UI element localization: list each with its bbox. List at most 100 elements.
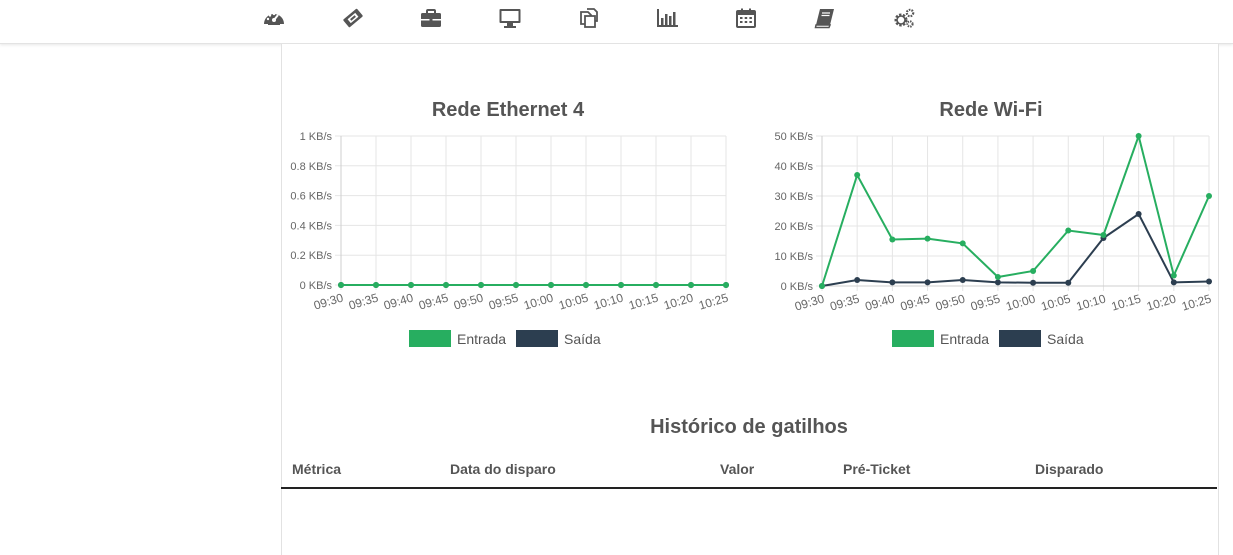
data-point-saida[interactable]: [924, 279, 931, 286]
y-tick-label: 0.2 KB/s: [290, 250, 332, 262]
x-tick-label: 10:25: [697, 290, 730, 312]
legend-wifi: Entrada Saída: [892, 330, 1094, 347]
x-tick-label: 10:10: [592, 290, 625, 312]
x-tick-label: 10:05: [557, 290, 590, 312]
y-tick-label: 0.4 KB/s: [290, 220, 332, 232]
dashboard-icon[interactable]: [262, 7, 286, 29]
monitor-icon[interactable]: [498, 7, 522, 29]
series-line-saida: [821, 212, 1210, 287]
x-tick-label: 09:45: [899, 291, 932, 313]
x-tick-label: 09:55: [969, 291, 1002, 313]
legend-label: Saída: [1047, 330, 1084, 347]
data-point-entrada[interactable]: [889, 236, 896, 243]
data-point-saida[interactable]: [1206, 278, 1212, 285]
data-point-entrada[interactable]: [618, 282, 624, 288]
legend-swatch-entrada: [892, 330, 934, 347]
y-tick-label: 0.6 KB/s: [290, 191, 332, 203]
data-point-saida[interactable]: [1135, 211, 1142, 217]
ticket-icon[interactable]: [341, 7, 365, 29]
legend-label: Entrada: [457, 330, 507, 347]
data-point-entrada[interactable]: [959, 240, 966, 247]
x-tick-label: 10:05: [1039, 291, 1072, 313]
data-point-saida[interactable]: [1030, 279, 1037, 286]
data-point-entrada[interactable]: [854, 172, 861, 178]
x-tick-label: 09:50: [452, 290, 485, 312]
calendar-icon[interactable]: [734, 7, 758, 29]
data-point-entrada[interactable]: [1206, 193, 1212, 199]
x-tick-label: 09:40: [382, 290, 415, 312]
data-point-entrada[interactable]: [478, 282, 484, 288]
data-point-entrada[interactable]: [373, 282, 379, 288]
data-point-saida[interactable]: [1170, 279, 1177, 286]
history-title: Histórico de gatilhos: [650, 416, 848, 438]
data-point-entrada[interactable]: [1065, 227, 1072, 234]
y-tick-label: 50 KB/s: [774, 131, 813, 143]
y-tick-label: 20 KB/s: [774, 221, 813, 233]
top-navigation: [0, 0, 1233, 44]
column-header-data-disparo[interactable]: Data do disparo: [450, 461, 556, 477]
data-point-saida[interactable]: [854, 277, 861, 283]
legend-item-saida[interactable]: Saída: [999, 330, 1084, 347]
data-point-entrada[interactable]: [443, 282, 449, 288]
x-tick-label: 09:30: [793, 291, 826, 313]
legend-label: Saída: [564, 330, 601, 347]
chart-ethernet: 0 KB/s 0.2 KB/s 0.4 KB/s 0.6 KB/s 0.8 KB/s 1 …: [290, 131, 730, 313]
y-tick-label: 1 KB/s: [300, 131, 333, 143]
book-icon[interactable]: [813, 7, 837, 29]
x-tick-label: 09:35: [828, 291, 861, 313]
legend-swatch-entrada: [409, 330, 451, 347]
data-point-entrada[interactable]: [338, 282, 344, 288]
data-point-entrada[interactable]: [1170, 272, 1177, 279]
x-tick-label: 10:20: [662, 290, 695, 312]
chart-title-ethernet: Rede Ethernet 4: [431, 99, 585, 121]
legend-item-saida[interactable]: Saída: [516, 330, 601, 347]
content-panel: [281, 44, 1219, 555]
data-point-entrada[interactable]: [819, 283, 825, 289]
y-tick-label: 30 KB/s: [774, 191, 813, 203]
briefcase-icon[interactable]: [419, 7, 443, 29]
legend-ethernet: Entrada Saída: [409, 330, 611, 347]
data-point-entrada[interactable]: [583, 282, 589, 288]
copy-icon[interactable]: [577, 7, 601, 29]
x-tick-label: 10:20: [1145, 291, 1178, 313]
cogs-icon[interactable]: [892, 7, 916, 29]
data-point-entrada[interactable]: [513, 282, 519, 288]
legend-item-entrada[interactable]: Entrada: [409, 330, 506, 347]
x-tick-label: 09:35: [347, 290, 380, 312]
y-tick-label: 10 KB/s: [774, 251, 813, 263]
x-tick-label: 10:15: [627, 290, 660, 312]
data-point-entrada[interactable]: [1030, 268, 1037, 274]
series-line-entrada: [821, 132, 1210, 287]
x-tick-label: 10:00: [1004, 291, 1037, 313]
x-tick-label: 10:25: [1180, 291, 1213, 313]
y-tick-label: 0 KB/s: [781, 281, 814, 293]
data-point-saida[interactable]: [889, 279, 896, 286]
data-point-entrada[interactable]: [924, 235, 931, 242]
x-tick-label: 09:50: [934, 291, 967, 313]
data-point-entrada[interactable]: [1135, 133, 1142, 139]
data-point-entrada[interactable]: [723, 282, 729, 288]
legend-swatch-saida: [516, 330, 559, 347]
x-tick-label: 09:55: [487, 290, 520, 312]
column-header-pre-ticket[interactable]: Pré-Ticket: [843, 461, 911, 477]
data-point-saida[interactable]: [959, 277, 966, 283]
column-header-disparado[interactable]: Disparado: [1035, 461, 1104, 477]
data-point-entrada[interactable]: [688, 282, 694, 288]
x-tick-label: 10:10: [1075, 291, 1108, 313]
data-point-saida[interactable]: [1065, 279, 1072, 286]
bar-chart-icon[interactable]: [656, 7, 680, 29]
data-point-saida[interactable]: [994, 279, 1001, 286]
table-header-rule: [281, 487, 1217, 489]
data-point-entrada[interactable]: [994, 274, 1001, 280]
x-tick-label: 10:15: [1110, 291, 1143, 313]
column-header-metrica[interactable]: Métrica: [292, 461, 342, 477]
data-point-entrada[interactable]: [653, 282, 659, 288]
column-header-valor[interactable]: Valor: [720, 461, 755, 477]
legend-item-entrada[interactable]: Entrada: [892, 330, 989, 347]
data-point-entrada[interactable]: [548, 282, 554, 288]
data-point-entrada[interactable]: [408, 282, 414, 288]
legend-swatch-saida: [999, 330, 1042, 347]
data-point-entrada[interactable]: [1100, 232, 1107, 238]
y-tick-label: 0.8 KB/s: [290, 161, 332, 173]
x-tick-label: 10:00: [522, 290, 555, 312]
